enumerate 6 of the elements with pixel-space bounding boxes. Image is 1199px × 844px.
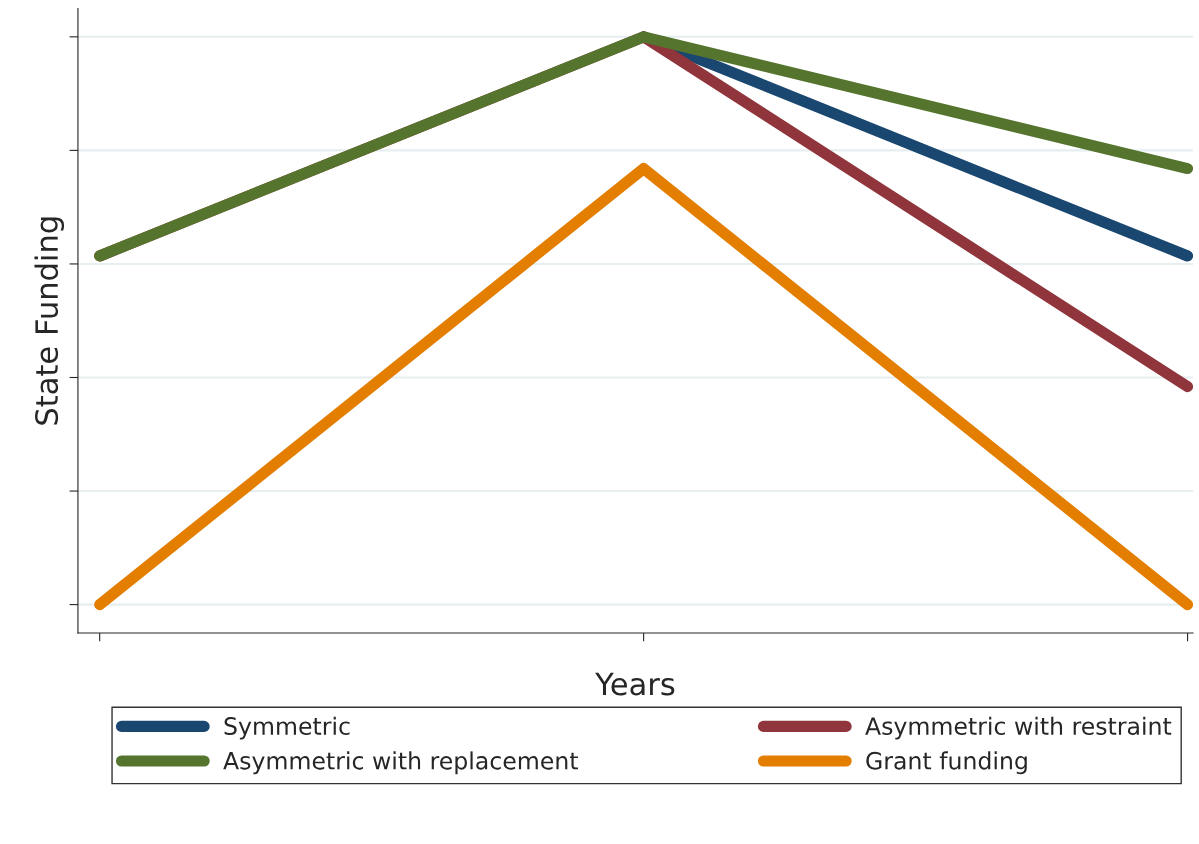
legend-label: Grant funding xyxy=(866,751,1027,775)
legend-label: Asymmetric with restraint xyxy=(865,716,1172,740)
x-axis-title: Years xyxy=(595,672,675,696)
legend-label: Symmetric xyxy=(224,716,350,740)
legend-label: Asymmetric with replacement xyxy=(223,751,578,775)
y-axis-title: State Funding xyxy=(34,217,65,425)
